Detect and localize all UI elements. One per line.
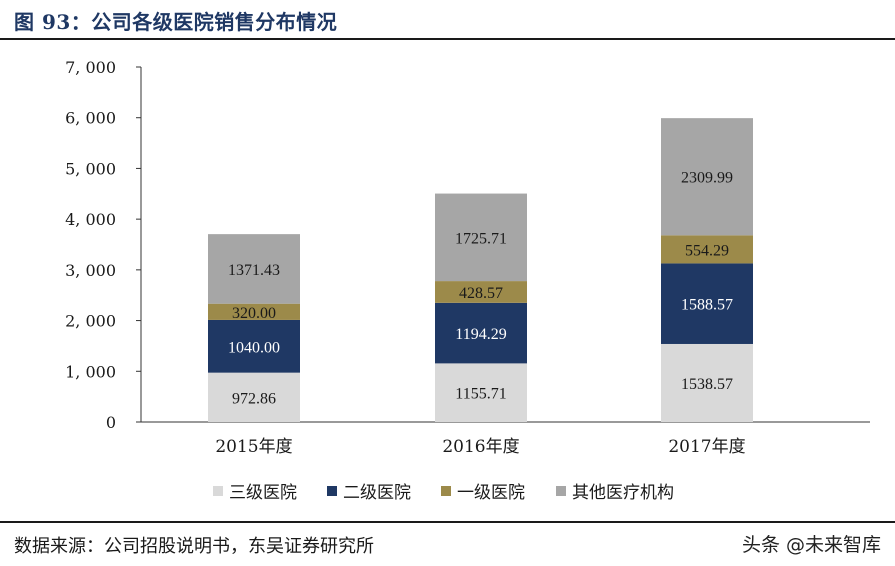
data-label: 1538.57: [681, 376, 733, 393]
title-rule: [0, 38, 895, 40]
bar-segment: [208, 319, 300, 373]
y-tick-label: 6, 000: [65, 109, 116, 128]
bar-segment: [435, 193, 527, 282]
footer-rule: [0, 521, 895, 523]
title-bar: 图 93：公司各级医院销售分布情况: [0, 0, 895, 40]
chart-legend: 三级医院 二级医院 一级医院 其他医疗机构: [0, 478, 895, 503]
y-tick-label: 1, 000: [65, 362, 116, 381]
legend-swatch: [556, 485, 566, 496]
x-tick-label: 2015年度: [215, 437, 292, 457]
watermark: 头条 @未来智库: [741, 534, 881, 556]
stacked-bar-chart: 0 1, 000 2, 000 3, 000 4, 000 5, 000 6, 000 7, …: [65, 58, 870, 457]
legend-swatch: [327, 485, 337, 496]
data-label: 972.86: [232, 390, 276, 407]
y-tick-label: 2, 000: [65, 312, 116, 331]
data-label: 320.00: [232, 305, 276, 322]
legend-label: 一级医院: [457, 483, 525, 503]
data-label: 1040.00: [228, 339, 280, 356]
bar-segment: [435, 281, 527, 303]
bar-segment: [661, 118, 753, 236]
bar-segment: [435, 363, 527, 422]
x-tick-label: 2016年度: [442, 437, 519, 457]
bar-segment: [208, 303, 300, 320]
figure-title: 图 93：公司各级医院销售分布情况: [14, 10, 338, 34]
data-label: 1371.43: [228, 262, 280, 279]
y-tick-label: 0: [106, 413, 116, 432]
y-tick-label: 3, 000: [65, 261, 116, 280]
bar-segment: [661, 235, 753, 264]
bar-segment: [435, 302, 527, 364]
legend-swatch: [441, 485, 451, 496]
legend-item: 二级医院: [327, 478, 411, 503]
legend-label: 三级医院: [229, 483, 297, 503]
y-tick-label: 5, 000: [65, 159, 116, 178]
bar-segment: [208, 372, 300, 422]
bar-segment: [208, 234, 300, 304]
y-tick-label: 7, 000: [65, 58, 116, 77]
legend-item: 一级医院: [441, 478, 525, 503]
data-label: 1155.71: [455, 386, 506, 403]
data-label: 554.29: [685, 242, 729, 259]
legend-swatch: [213, 485, 223, 496]
data-label: 1588.57: [681, 297, 733, 314]
source-note: 数据来源：公司招股说明书，东吴证券研究所: [14, 536, 374, 557]
legend-label: 其他医疗机构: [572, 483, 674, 503]
legend-item: 其他医疗机构: [556, 478, 674, 503]
bar-segment: [661, 263, 753, 344]
legend-item: 三级医院: [213, 478, 297, 503]
bar-segment: [661, 343, 753, 422]
data-label: 428.57: [459, 285, 503, 302]
data-label: 1725.71: [455, 230, 507, 247]
y-tick-label: 4, 000: [65, 210, 116, 229]
data-label: 1194.29: [455, 326, 506, 343]
x-tick-label: 2017年度: [668, 437, 745, 457]
data-label: 2309.99: [681, 170, 733, 187]
legend-label: 二级医院: [343, 483, 411, 503]
